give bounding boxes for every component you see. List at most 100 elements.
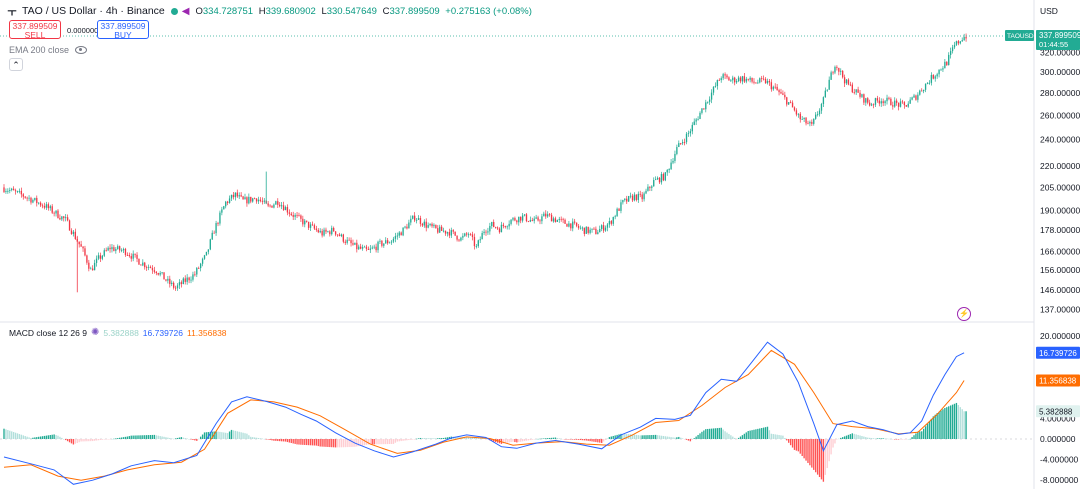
histogram-bar	[707, 428, 709, 439]
histogram-bar	[140, 435, 142, 439]
candle-body	[400, 232, 402, 236]
histogram-bar	[651, 435, 653, 439]
candle-body	[211, 232, 213, 240]
price-tick-label: 166.000000	[1040, 246, 1080, 256]
candle-body	[66, 217, 69, 221]
settings-icon[interactable]: ✺	[90, 327, 100, 338]
histogram-bar	[171, 438, 173, 439]
candle-body	[149, 266, 152, 269]
candle-body	[816, 114, 819, 115]
histogram-bar	[219, 431, 221, 439]
histogram-bar	[791, 439, 794, 448]
candle-body	[697, 118, 699, 120]
macd-tick-label: 4.000000	[1040, 413, 1076, 423]
candle-body	[504, 226, 506, 228]
candle-body	[172, 282, 175, 288]
histogram-bar	[631, 434, 634, 439]
candle-body	[119, 246, 121, 251]
histogram-bar	[801, 439, 803, 456]
histogram-bar	[932, 416, 934, 439]
histogram-bar	[311, 439, 314, 446]
macd-legend[interactable]: MACD close 12 26 9 ✺ 5.382888 16.739726 …	[9, 327, 227, 338]
histogram-bar	[516, 439, 518, 443]
candle-body	[437, 228, 439, 233]
ema-indicator-legend[interactable]: EMA 200 close	[9, 45, 88, 55]
candle-body	[720, 78, 722, 81]
candle-body	[735, 80, 738, 83]
histogram-bar	[643, 435, 645, 439]
candle-body	[72, 231, 75, 234]
histogram-bar	[454, 436, 456, 439]
histogram-bar	[872, 438, 875, 439]
histogram-bar	[244, 433, 246, 439]
histogram-bar	[922, 428, 925, 439]
histogram-bar	[101, 439, 104, 440]
candle-body	[317, 229, 319, 233]
candle-body	[778, 90, 780, 93]
histogram-bar	[718, 427, 720, 439]
candle-body	[147, 266, 150, 268]
candle-body	[531, 220, 533, 221]
histogram-bar	[926, 423, 929, 439]
candle-body	[572, 221, 574, 229]
lightning-icon[interactable]: ⚡	[957, 307, 971, 321]
histogram-bar	[732, 436, 734, 439]
share-icon[interactable]: ◀	[181, 5, 190, 17]
histogram-bar	[95, 439, 98, 441]
candle-body	[890, 98, 892, 106]
candle-body	[433, 224, 435, 227]
candle-body	[78, 241, 80, 245]
histogram-bar	[685, 439, 688, 440]
histogram-bar	[24, 436, 26, 439]
candle-body	[442, 230, 445, 232]
histogram-bar	[654, 434, 657, 439]
collapse-legend-button[interactable]: ⌃	[9, 58, 23, 71]
buy-button[interactable]: 337.899509 BUY	[97, 20, 149, 40]
countdown-timer: 01:44:55	[1039, 40, 1068, 49]
histogram-bar	[919, 431, 921, 439]
histogram-bar	[122, 437, 125, 439]
histogram-bar	[296, 439, 298, 445]
candle-body	[880, 101, 882, 104]
histogram-bar	[601, 439, 603, 443]
histogram-bar	[72, 439, 75, 445]
candle-body	[41, 205, 44, 207]
histogram-bar	[799, 439, 801, 454]
histogram-bar	[12, 432, 15, 439]
candle-body	[635, 194, 638, 200]
histogram-bar	[38, 436, 40, 439]
histogram-bar	[527, 439, 530, 441]
histogram-bar	[392, 439, 395, 444]
eye-icon[interactable]	[75, 46, 88, 54]
candle-body	[491, 221, 493, 227]
candle-body	[275, 201, 277, 205]
sell-button[interactable]: 337.899509 SELL	[9, 20, 61, 40]
histogram-bar	[338, 439, 341, 448]
histogram-bar	[165, 437, 167, 439]
price-tick-label: 146.000000	[1040, 285, 1080, 295]
candle-body	[855, 89, 857, 93]
histogram-bar	[716, 428, 719, 439]
candle-body	[111, 247, 113, 250]
candle-body	[446, 232, 449, 234]
candle-body	[140, 264, 142, 266]
histogram-bar	[568, 439, 570, 440]
currency-selector[interactable]: USD	[1040, 6, 1058, 16]
candle-body	[541, 216, 543, 222]
histogram-bar	[14, 432, 17, 439]
candle-body	[610, 221, 612, 224]
histogram-bar	[884, 438, 886, 439]
candle-body	[832, 72, 834, 74]
candle-body	[523, 214, 526, 216]
histogram-bar	[535, 439, 537, 440]
candle-body	[633, 194, 636, 201]
symbol-title[interactable]: TAO / US Dollar · 4h · Binance	[22, 5, 165, 17]
candle-body	[537, 217, 539, 221]
candle-body	[564, 219, 566, 224]
candle-body	[699, 112, 701, 119]
histogram-bar	[851, 433, 853, 439]
candle-body	[427, 225, 429, 228]
candle-body	[196, 267, 198, 275]
candle-body	[510, 219, 512, 224]
